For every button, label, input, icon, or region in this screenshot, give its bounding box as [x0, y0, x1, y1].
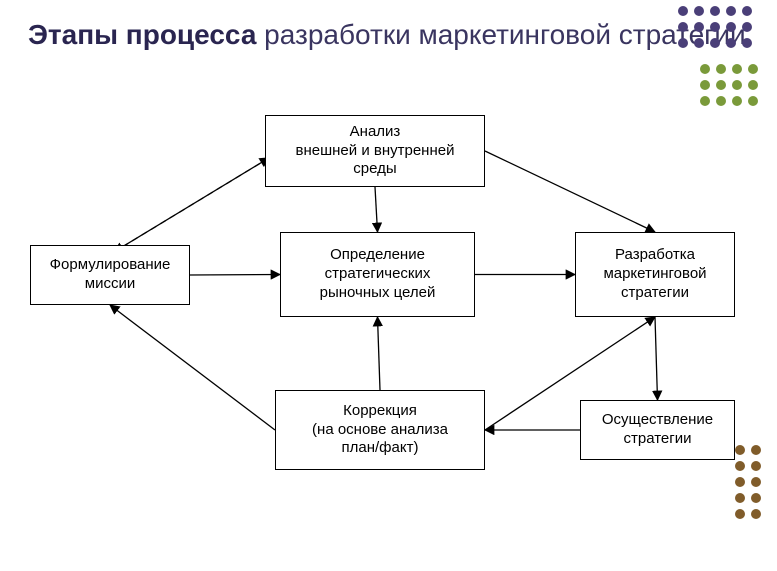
edge-analysis-to-strategy	[485, 151, 655, 232]
node-analysis: Анализвнешней и внутреннейсреды	[265, 115, 485, 187]
edge-analysis-to-goals	[375, 187, 378, 232]
title-rest: разработки маркетинговой стратегии	[256, 19, 745, 50]
edge-analysis-to-mission	[114, 158, 269, 252]
node-goals: Определениестратегическихрыночных целей	[280, 232, 475, 317]
node-correction: Коррекция(на основе анализаплан/факт)	[275, 390, 485, 470]
node-execution: Осуществлениестратегии	[580, 400, 735, 460]
dot-grid	[678, 6, 752, 54]
edge-correction-to-goals	[378, 317, 381, 390]
edge-correction-to-mission	[110, 305, 275, 430]
dot-grid	[735, 445, 761, 525]
node-mission: Формулированиемиссии	[30, 245, 190, 305]
title-bold: Этапы процесса	[28, 19, 256, 50]
page-title: Этапы процесса разработки маркетинговой …	[28, 18, 746, 52]
dot-grid	[700, 64, 758, 112]
edge-mission-to-goals	[190, 275, 280, 276]
edge-strategy-to-execution	[655, 317, 658, 400]
node-strategy: Разработкамаркетинговойстратегии	[575, 232, 735, 317]
edge-mission-to-analysis	[114, 158, 269, 252]
